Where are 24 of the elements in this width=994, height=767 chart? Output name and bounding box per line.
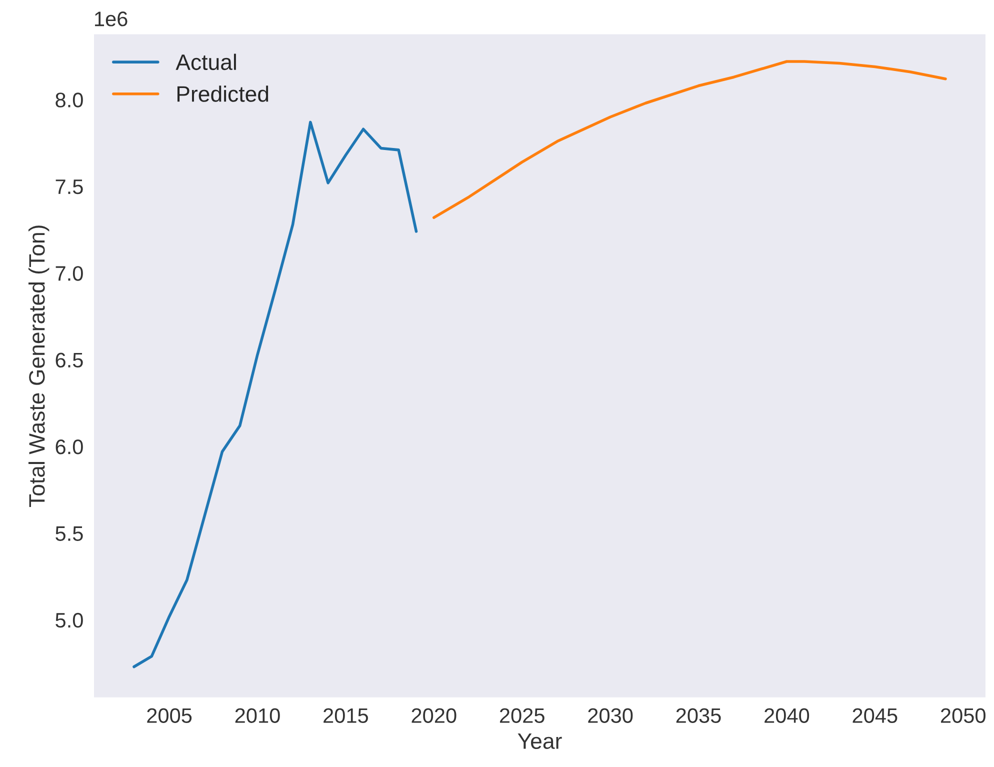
y-tick-label: 6.0 xyxy=(56,440,83,454)
y-tick-label: 8.0 xyxy=(56,92,83,108)
y-axis-title: Total Waste Generated (Ton) xyxy=(28,226,50,507)
text: 1e6 xyxy=(95,12,128,26)
x-axis-title: Year xyxy=(518,733,562,749)
x-tick-label: 2010 xyxy=(235,708,280,723)
x-tick-label: 2030 xyxy=(588,708,633,723)
x-tick-label: 2040 xyxy=(764,708,810,723)
y-tick-label: 6.5 xyxy=(56,352,83,368)
y-tick-label: 7.5 xyxy=(56,180,83,194)
y-tick-label: 5.5 xyxy=(56,526,83,541)
x-tick-label: 2005 xyxy=(147,708,192,723)
line-series xyxy=(432,60,947,219)
legend-label: Actual xyxy=(176,54,236,70)
x-tick-label: 2025 xyxy=(500,708,544,723)
line-series xyxy=(132,120,418,668)
y-tick-label: 7.0 xyxy=(56,266,83,281)
x-tick-label: 2050 xyxy=(940,708,986,723)
x-tick-label: 2015 xyxy=(324,708,368,723)
x-tick-label: 2035 xyxy=(676,708,721,723)
y-tick-label: 5.0 xyxy=(56,612,83,628)
legend-label: Predicted xyxy=(177,86,268,102)
x-tick-label: 2020 xyxy=(412,708,456,723)
x-tick-label: 2045 xyxy=(852,708,898,723)
